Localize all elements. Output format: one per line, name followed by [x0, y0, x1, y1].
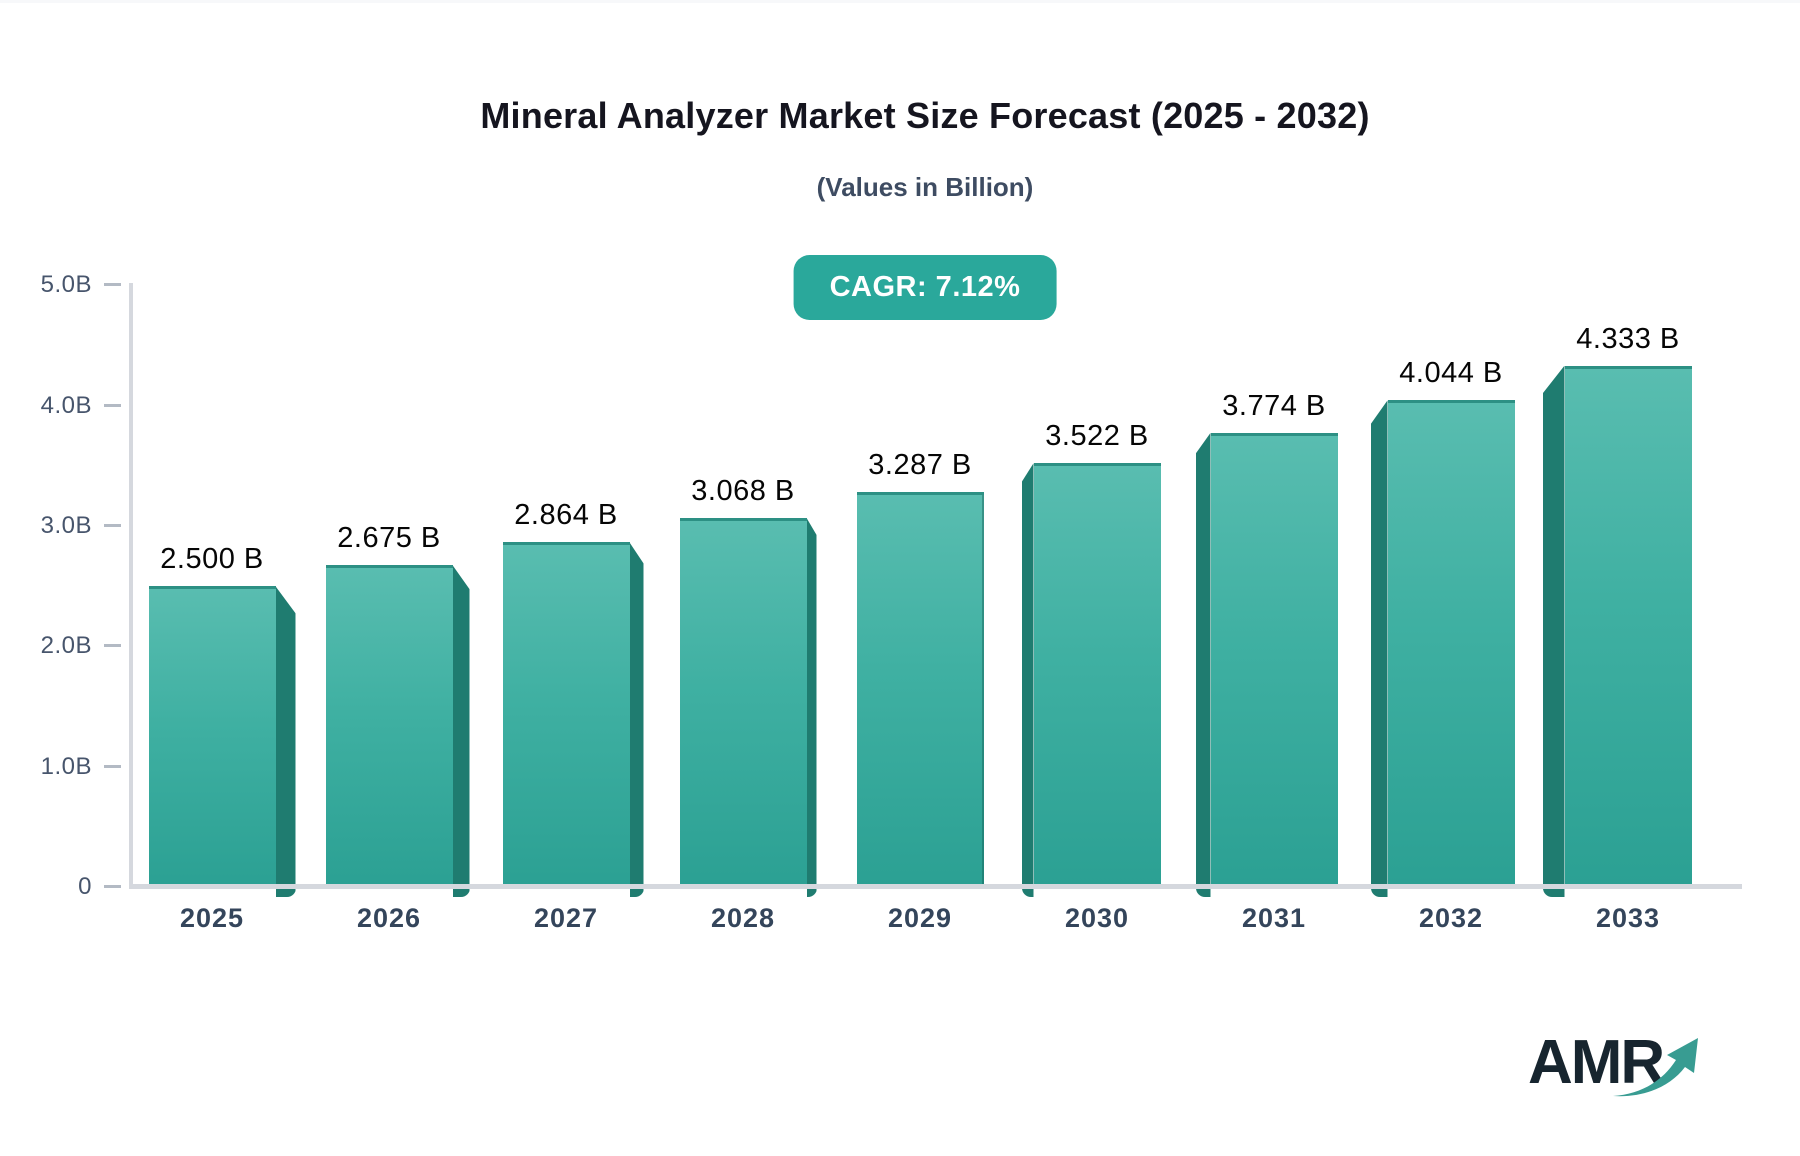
bar-value-label: 3.774 B [1222, 389, 1326, 422]
bar [1387, 400, 1515, 889]
x-tick-label: 2027 [533, 903, 599, 933]
y-axis-line [129, 283, 133, 889]
bar-value-label: 2.500 B [160, 543, 264, 576]
y-tick-label: 3.0B [40, 512, 92, 540]
x-tick-label: 2028 [710, 903, 776, 933]
y-tick-label: 0 [78, 873, 92, 900]
bar-value-label: 3.287 B [868, 448, 972, 481]
x-tick-label: 2031 [1241, 903, 1307, 933]
y-tick-mark [104, 764, 121, 768]
x-tick-label: 2029 [887, 903, 953, 933]
cagr-badge-label: CAGR: 7.12% [829, 271, 1021, 303]
y-tick-mark [104, 403, 121, 407]
bar-side [275, 586, 296, 897]
bar-value-label: 2.864 B [514, 499, 618, 532]
growth-arrow-icon [1613, 1038, 1698, 1097]
bar-value-label: 4.044 B [1399, 357, 1503, 390]
y-tick-mark [104, 885, 121, 888]
x-tick-label: 2025 [179, 903, 245, 933]
bar-side [629, 542, 644, 897]
bar-value-label: 2.675 B [337, 522, 441, 555]
bar-value-label: 3.522 B [1045, 420, 1149, 453]
x-tick-label: 2026 [356, 903, 422, 933]
bar-value-label: 4.333 B [1576, 322, 1680, 355]
y-tick-mark [104, 283, 121, 287]
bar-side [1021, 463, 1034, 897]
logo-text: AMR [1528, 1028, 1665, 1097]
x-tick-label: 2033 [1595, 903, 1661, 933]
y-tick-label: 5.0B [40, 271, 92, 299]
bar-side [452, 565, 470, 897]
chart-subtitle: (Values in Billion) [816, 172, 1034, 202]
bar [148, 586, 276, 889]
bar-value-label: 3.068 B [691, 474, 795, 507]
bar-side [1542, 365, 1565, 897]
bar-side [1370, 400, 1388, 897]
bar [502, 542, 630, 889]
bar [679, 517, 807, 889]
bar-side [1195, 432, 1211, 897]
x-tick-label: 2032 [1418, 903, 1484, 933]
bar [856, 491, 984, 889]
chart-title: Mineral Analyzer Market Size Forecast (2… [480, 95, 1370, 136]
x-tick-label: 2030 [1064, 903, 1130, 933]
cagr-badge: CAGR: 7.12% [793, 255, 1057, 320]
y-tick-mark [104, 524, 121, 528]
top-border [0, 0, 1800, 3]
bar [1210, 432, 1338, 889]
bar [1033, 463, 1161, 889]
x-axis-line [129, 884, 1742, 889]
y-tick-label: 1.0B [40, 752, 92, 780]
bar-side [806, 517, 817, 897]
bar [1564, 365, 1692, 889]
y-tick-label: 2.0B [40, 632, 92, 660]
y-tick-label: 4.0B [40, 391, 92, 419]
bar [325, 565, 453, 889]
y-tick-mark [104, 644, 121, 648]
brand-logo: AMR [1528, 1030, 1738, 1120]
